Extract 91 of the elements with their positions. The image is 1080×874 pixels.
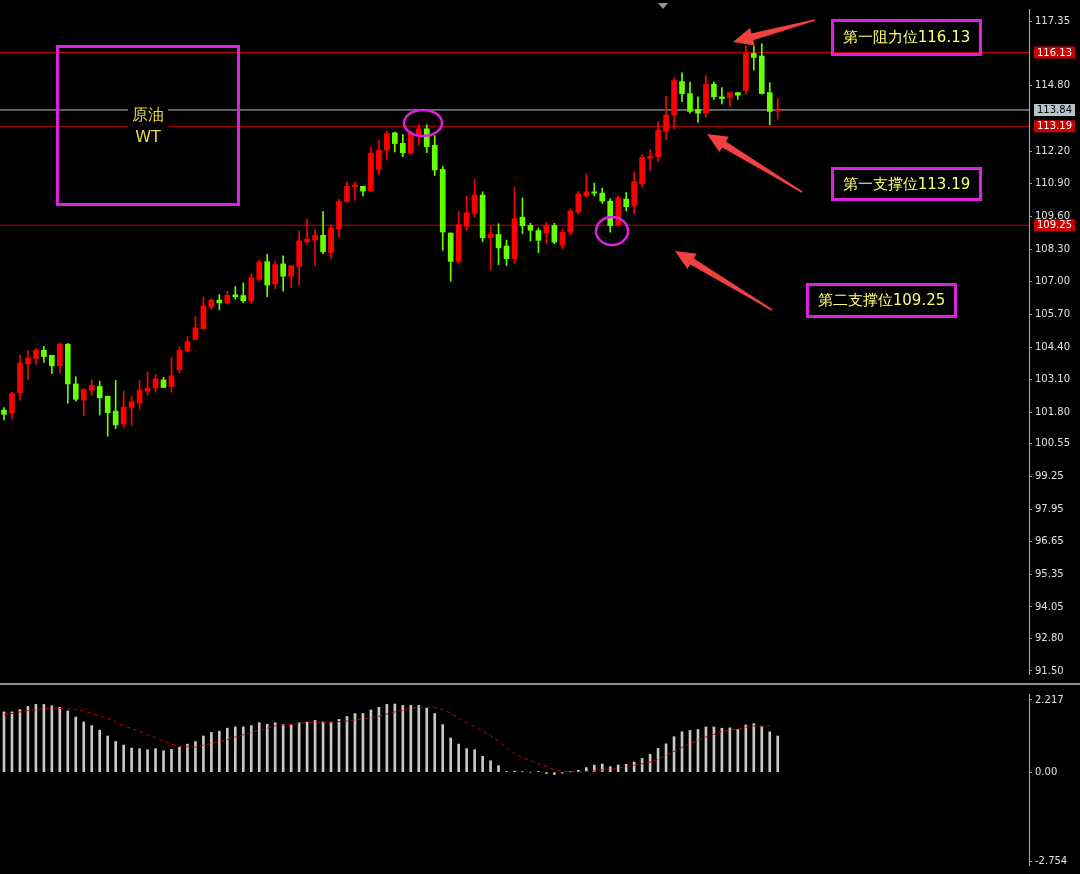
candlestick <box>232 286 239 300</box>
bar <box>409 705 413 772</box>
bar <box>616 764 620 772</box>
text: 原油 WT <box>128 103 168 148</box>
y-tick-label: 117.35 <box>1035 15 1070 27</box>
y-tick-label: 109.60 <box>1035 210 1070 222</box>
bar <box>170 749 173 772</box>
y-tick-label: 112.20 <box>1035 144 1070 156</box>
bar <box>106 735 110 772</box>
candlestick <box>695 96 701 123</box>
bar <box>768 731 772 772</box>
bar <box>744 724 748 772</box>
y-tick-label: -2.754 <box>1035 855 1068 867</box>
y-tick-label: 108.30 <box>1035 242 1070 254</box>
ref-line-label: 113.84 <box>1037 104 1072 116</box>
annotation: 第一支撑位113.19 <box>831 167 982 201</box>
candlestick <box>750 45 757 71</box>
ref-line-label: 109.25 <box>1037 219 1072 231</box>
y-tick-label: 105.70 <box>1035 307 1070 319</box>
candlestick <box>647 149 653 171</box>
bar <box>776 735 780 772</box>
ref-line-label: 116.13 <box>1037 46 1072 58</box>
y-tick-label: 101.80 <box>1035 405 1070 417</box>
annotation: 第二支撑位109.25 <box>806 283 957 318</box>
bar <box>138 748 141 772</box>
bar <box>273 722 277 772</box>
candlestick <box>583 173 590 198</box>
bar <box>441 724 445 772</box>
bar <box>241 726 245 772</box>
y-tick-label: 96.65 <box>1035 535 1064 547</box>
bar <box>226 727 229 772</box>
annotation: 第一阻力位116.13 <box>831 19 982 56</box>
bar <box>122 744 125 772</box>
bar <box>146 749 149 772</box>
y-tick-label: 0.00 <box>1035 765 1058 777</box>
candlestick <box>312 228 318 266</box>
bar <box>194 741 197 772</box>
bar <box>760 726 764 772</box>
bar <box>210 732 213 772</box>
candlestick <box>774 98 781 120</box>
bar <box>425 707 429 772</box>
bar <box>154 748 157 772</box>
bar <box>417 705 421 772</box>
bar <box>233 726 237 772</box>
y-tick-label: 92.80 <box>1035 631 1064 643</box>
bar <box>249 725 253 772</box>
candlestick <box>591 182 598 197</box>
bar <box>433 713 437 772</box>
bar <box>82 721 86 772</box>
y-tick-label: 97.95 <box>1035 502 1064 514</box>
y-tick-label: 104.40 <box>1035 340 1070 352</box>
candlestick <box>304 218 310 245</box>
bar <box>98 729 102 772</box>
bar <box>202 735 205 772</box>
bar <box>401 705 405 772</box>
bar <box>265 723 269 772</box>
bar <box>66 710 70 772</box>
y-tick-label: 99.25 <box>1035 469 1064 481</box>
bar <box>257 722 261 772</box>
line-series <box>3 706 771 773</box>
bar <box>465 748 468 772</box>
bar <box>553 772 556 775</box>
y-tick-label: 91.50 <box>1035 664 1064 676</box>
bar <box>74 716 78 772</box>
bar <box>497 765 500 772</box>
bar <box>90 725 94 772</box>
bar <box>481 755 484 772</box>
bar <box>186 743 189 772</box>
bar <box>457 743 460 772</box>
candlestick <box>25 349 31 380</box>
bar <box>752 723 756 772</box>
y-tick-label: 2.217 <box>1035 693 1064 705</box>
bar <box>281 723 285 772</box>
ref-line-label: 113.19 <box>1037 120 1072 132</box>
y-tick-label: 94.05 <box>1035 600 1064 612</box>
y-tick-label: 114.80 <box>1035 79 1070 91</box>
y-tick-label: 100.55 <box>1035 437 1070 449</box>
bar <box>218 730 221 772</box>
y-tick-label: 95.35 <box>1035 567 1064 579</box>
y-tick-label: 103.10 <box>1035 373 1070 385</box>
bar <box>130 747 133 772</box>
bar <box>624 764 628 772</box>
y-tick-label: 110.90 <box>1035 177 1070 189</box>
bar <box>58 707 62 772</box>
y-tick-label: 107.00 <box>1035 275 1070 287</box>
bar <box>489 760 492 772</box>
bar <box>178 746 181 772</box>
bar <box>449 737 453 772</box>
bar <box>114 741 117 772</box>
bar <box>473 749 476 772</box>
bar <box>162 750 165 772</box>
